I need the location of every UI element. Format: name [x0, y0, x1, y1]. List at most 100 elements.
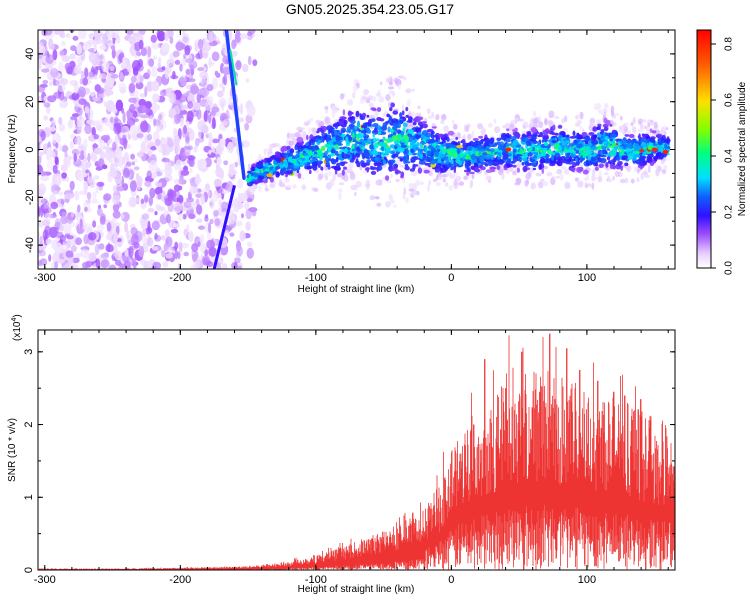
noise-blob: [202, 52, 208, 59]
signal-halo-blob: [512, 170, 517, 175]
signal-halo-blob: [453, 123, 458, 130]
noise-blob: [129, 180, 137, 192]
noise-blob: [110, 74, 119, 79]
signal-core-blob: [272, 155, 278, 161]
signal-core-blob: [542, 129, 549, 136]
noise-blob: [70, 45, 77, 52]
x-tick-label: -100: [305, 272, 327, 284]
noise-blob: [197, 67, 205, 72]
signal-core-blob: [597, 125, 601, 131]
noise-blob: [189, 203, 199, 210]
y-tick-label: 0: [24, 146, 36, 152]
noise-blob: [198, 158, 207, 169]
signal-core-blob: [597, 145, 602, 150]
signal-core-blob: [391, 118, 399, 123]
signal-halo-blob: [376, 202, 382, 207]
signal-halo-blob: [636, 164, 639, 169]
noise-blob: [113, 222, 122, 227]
colorbar: [697, 30, 711, 268]
signal-core-blob: [514, 127, 518, 132]
signal-core-blob: [544, 138, 548, 143]
signal-halo-blob: [639, 124, 645, 132]
noise-blob: [138, 104, 147, 114]
signal-core-blob: [399, 158, 404, 162]
signal-halo-blob: [374, 196, 380, 200]
signal-core-blob: [388, 115, 392, 121]
noise-blob: [38, 259, 43, 267]
signal-core-blob: [482, 152, 488, 156]
signal-core-blob: [424, 146, 428, 153]
noise-blob: [93, 40, 97, 52]
noise-blob: [101, 135, 110, 142]
signal-core-blob: [396, 133, 402, 140]
noise-blob: [149, 187, 156, 199]
signal-core-blob: [350, 154, 356, 161]
signal-halo-blob: [245, 189, 251, 196]
signal-halo-blob: [563, 168, 570, 175]
noise-blob: [88, 252, 97, 262]
noise-blob: [76, 127, 83, 135]
signal-halo-blob: [471, 130, 475, 139]
signal-core-blob: [532, 152, 538, 155]
noise-blob: [54, 261, 59, 269]
signal-halo-blob: [460, 136, 464, 140]
signal-core-blob: [635, 141, 643, 145]
signal-core-blob: [647, 156, 653, 163]
noise-blob: [183, 124, 188, 135]
noise-blob: [186, 110, 194, 122]
noise-blob: [38, 163, 42, 175]
noise-blob: [57, 61, 64, 73]
noise-blob: [208, 131, 213, 142]
signal-halo-blob: [636, 168, 640, 174]
signal-halo-blob: [375, 92, 382, 97]
colorbar-tick-label: 0.4: [724, 149, 735, 163]
noise-blob: [216, 185, 223, 194]
signal-core-blob: [477, 141, 480, 146]
noise-blob: [90, 151, 97, 163]
signal-core-blob: [498, 159, 503, 163]
signal-core-blob: [401, 110, 405, 116]
signal-core-blob: [612, 158, 616, 163]
signal-core-blob: [607, 143, 611, 149]
signal-core-blob: [372, 137, 377, 143]
signal-core-blob: [348, 136, 353, 141]
noise-blob: [180, 80, 187, 87]
signal-core-blob: [639, 161, 644, 167]
signal-core-blob: [306, 155, 310, 161]
signal-halo-blob: [477, 123, 483, 130]
signal-core-blob: [365, 122, 369, 125]
noise-blob: [58, 191, 64, 197]
signal-core-blob: [390, 128, 394, 134]
signal-core-blob: [506, 163, 513, 168]
signal-core-blob: [648, 142, 655, 147]
signal-core-blob: [600, 155, 607, 158]
noise-blob: [61, 55, 71, 63]
signal-halo-blob: [546, 171, 553, 177]
signal-core-blob: [541, 168, 545, 174]
noise-blob: [38, 58, 42, 70]
noise-blob: [100, 259, 110, 269]
signal-core-blob: [376, 107, 382, 112]
signal-core-blob: [376, 166, 380, 173]
signal-core-blob: [269, 176, 274, 183]
signal-core-blob: [516, 167, 521, 173]
signal-core-blob: [526, 140, 532, 147]
noise-blob: [147, 68, 151, 78]
noise-blob: [241, 213, 244, 219]
signal-core-blob: [512, 148, 517, 153]
noise-blob: [223, 74, 228, 86]
noise-blob: [184, 45, 191, 56]
noise-blob: [132, 118, 139, 123]
signal-core-blob: [505, 143, 512, 146]
signal-core-blob: [392, 153, 396, 158]
noise-blob: [145, 108, 153, 116]
noise-blob: [182, 92, 190, 97]
signal-halo-blob: [455, 175, 462, 181]
signal-core-blob: [350, 119, 356, 125]
signal-halo-blob: [619, 172, 623, 176]
signal-core-blob: [604, 136, 609, 141]
signal-core-blob: [419, 153, 424, 160]
signal-core-blob: [519, 148, 524, 155]
noise-blob: [195, 204, 203, 215]
